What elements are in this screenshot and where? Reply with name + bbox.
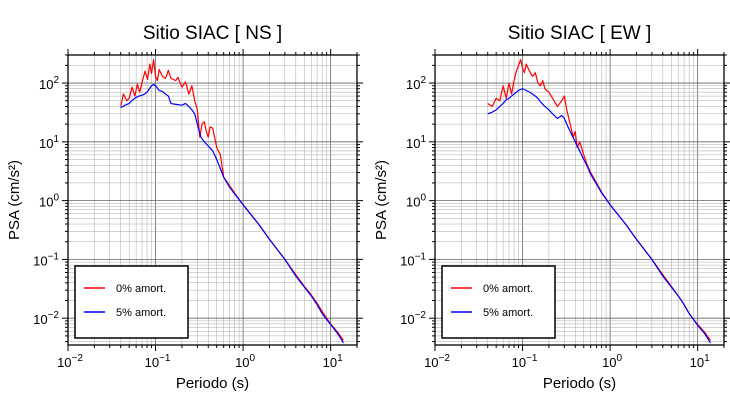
grid-layer	[67, 54, 358, 345]
chart-title: Sitio SIAC [ NS ]	[143, 23, 282, 44]
legend: 0% amort. 5% amort.	[74, 265, 189, 339]
y-tick-label: 101	[39, 134, 59, 151]
y-tick-label: 100	[39, 193, 59, 210]
y-axis-label: PSA (cm/s²)	[373, 160, 390, 240]
y-tick-label: 102	[39, 75, 59, 92]
series-layer	[487, 59, 711, 344]
x-axis-label: Periodo (s)	[176, 375, 249, 392]
x-axis-label: Periodo (s)	[543, 375, 616, 392]
series-layer	[120, 59, 344, 344]
plot-frame	[434, 54, 725, 346]
legend-box	[441, 265, 556, 339]
x-tick-label: 101	[690, 353, 710, 370]
y-tick-label: 102	[406, 75, 426, 92]
chart-panel-ns: 10−2 10−1 100 101 10−2 10−1 100 101 102 Sitio SI…	[6, 23, 363, 392]
chart-panel-ew: 10−2 10−1 100 101 10−2 10−1 100 101 102 Sitio SI…	[373, 23, 730, 392]
y-tick-label: 100	[406, 193, 426, 210]
legend-label-0: 0% amort.	[483, 283, 533, 295]
x-tick-label: 10−2	[424, 353, 450, 370]
tick-layer	[429, 49, 730, 351]
legend-box	[74, 265, 189, 339]
tick-layer	[62, 49, 363, 351]
legend: 0% amort. 5% amort.	[441, 265, 556, 339]
tick-label-layer: 10−2 10−1 100 101 10−2 10−1 100 101 102	[33, 75, 343, 370]
series-line-1	[487, 88, 711, 344]
y-axis-label: PSA (cm/s²)	[6, 160, 23, 240]
legend-label-0: 0% amort.	[116, 283, 166, 295]
y-tick-label: 10−1	[400, 251, 426, 268]
y-tick-label: 10−1	[33, 251, 59, 268]
x-tick-label: 101	[323, 353, 343, 370]
x-tick-label: 10−1	[512, 353, 538, 370]
legend-label-1: 5% amort.	[483, 307, 533, 319]
y-tick-label: 10−2	[33, 310, 59, 327]
tick-label-layer: 10−2 10−1 100 101 10−2 10−1 100 101 102	[400, 75, 710, 370]
y-tick-label: 101	[406, 134, 426, 151]
x-tick-label: 100	[235, 353, 255, 370]
plot-frame	[67, 54, 358, 346]
y-tick-label: 10−2	[400, 310, 426, 327]
legend-label-1: 5% amort.	[116, 307, 166, 319]
x-tick-label: 10−1	[145, 353, 171, 370]
x-tick-label: 100	[602, 353, 622, 370]
series-line-1	[120, 83, 344, 344]
x-tick-label: 10−2	[57, 353, 83, 370]
chart-title: Sitio SIAC [ EW ]	[508, 23, 652, 44]
